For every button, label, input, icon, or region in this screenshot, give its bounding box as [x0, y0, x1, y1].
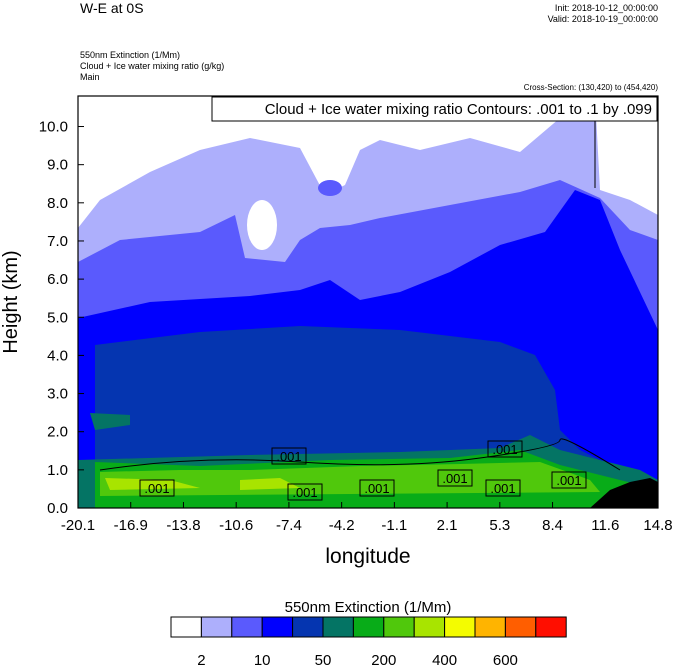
colorbar-label: 10: [254, 652, 271, 667]
band-yellow-green: [105, 478, 300, 490]
field-label-extinction: 550nm Extinction (1/Mm): [80, 50, 181, 60]
contour-label-box: [139, 479, 175, 497]
plot-title: W-E at 0S: [80, 0, 144, 16]
colorbar-swatch: [292, 616, 324, 638]
y-tick-label: 5.0: [47, 309, 68, 326]
colorbar-label: 600: [493, 652, 518, 667]
band-medium-pocket: [318, 180, 342, 196]
x-tick-label: -4.2: [329, 517, 355, 534]
contour-label: .001: [276, 449, 301, 464]
x-tick-label: -16.9: [114, 517, 148, 534]
colorbar-label: 50: [315, 652, 332, 667]
colorbar-title: 550nm Extinction (1/Mm): [285, 599, 452, 616]
contour-label: .001: [556, 473, 581, 488]
contour-label: .001: [292, 485, 317, 500]
y-tick-label: 10.0: [39, 119, 68, 136]
contour-label: .001: [490, 481, 515, 496]
colorbar-swatch: [322, 616, 354, 638]
plot-frame: [77, 95, 659, 509]
x-tick-label: -10.6: [219, 517, 253, 534]
contour-label-box: [487, 440, 523, 458]
contour-label-box: [485, 479, 521, 497]
colorbar-swatch: [444, 616, 476, 638]
y-tick-label: 8.0: [47, 195, 68, 212]
terrain: [590, 478, 658, 508]
colorbar-swatch: [535, 616, 567, 638]
x-tick-label: -7.4: [276, 517, 302, 534]
colorbar-swatch: [352, 616, 385, 638]
band-light-green: [100, 462, 600, 496]
colorbar-swatch: [231, 616, 263, 638]
x-tick-label: 14.8: [643, 517, 672, 534]
y-tick-label: 4.0: [47, 347, 68, 364]
contour-label-box: [359, 479, 395, 497]
colorbar-label: 200: [371, 652, 396, 667]
y-tick-label: 7.0: [47, 233, 68, 250]
x-tick-label: 5.3: [489, 517, 510, 534]
x-tick-label: -1.1: [381, 517, 407, 534]
contour-label-box: [271, 447, 307, 465]
valid-time: Valid: 2018-10-19_00:00:00: [547, 14, 658, 24]
y-tick-label: 0.0: [47, 500, 68, 517]
y-tick-label: 9.0: [47, 157, 68, 174]
contour-info: Cloud + Ice water mixing ratio Contours:…: [265, 101, 652, 118]
contour-label: .001: [492, 442, 517, 457]
contour-info-box: [211, 96, 658, 122]
colorbar-label: 2: [197, 652, 205, 667]
contour-label-box: [437, 469, 473, 487]
init-time: Init: 2018-10-12_00:00:00: [554, 3, 658, 13]
x-tick-label: -13.8: [166, 517, 200, 534]
colorbar-swatch: [504, 616, 537, 638]
contour-label: .001: [442, 471, 467, 486]
y-tick-label: 2.0: [47, 424, 68, 441]
band-white-pocket: [247, 200, 277, 250]
y-tick-label: 6.0: [47, 271, 68, 288]
x-tick-label: 8.4: [542, 517, 563, 534]
colorbar-swatch: [261, 616, 294, 638]
colorbar-label: 400: [432, 652, 457, 667]
contour-label: .001: [144, 481, 169, 496]
colorbar-swatch: [474, 616, 506, 638]
x-axis-label: longitude: [325, 545, 410, 568]
y-axis-label: Height (km): [0, 250, 22, 353]
colorbar-swatch: [383, 616, 415, 638]
contour-label: .001: [364, 481, 389, 496]
colorbar-swatch: [200, 616, 233, 638]
field-label-cloud-ice: Cloud + Ice water mixing ratio (g/kg): [80, 61, 225, 71]
extinction-field: [78, 96, 658, 508]
cross-section-label: Cross-Section: (130,420) to (454,420): [523, 83, 658, 92]
colorbar-swatch: [413, 616, 446, 638]
y-tick-label: 1.0: [47, 462, 68, 479]
x-tick-label: 2.1: [437, 517, 458, 534]
colorbar-swatch: [170, 616, 202, 638]
field-label-main: Main: [80, 72, 100, 82]
contour-label-box: [287, 483, 323, 501]
y-tick-label: 3.0: [47, 386, 68, 403]
x-tick-label: 11.6: [591, 517, 619, 534]
contour-label-box: [551, 471, 587, 489]
x-tick-label: -20.1: [61, 517, 95, 534]
